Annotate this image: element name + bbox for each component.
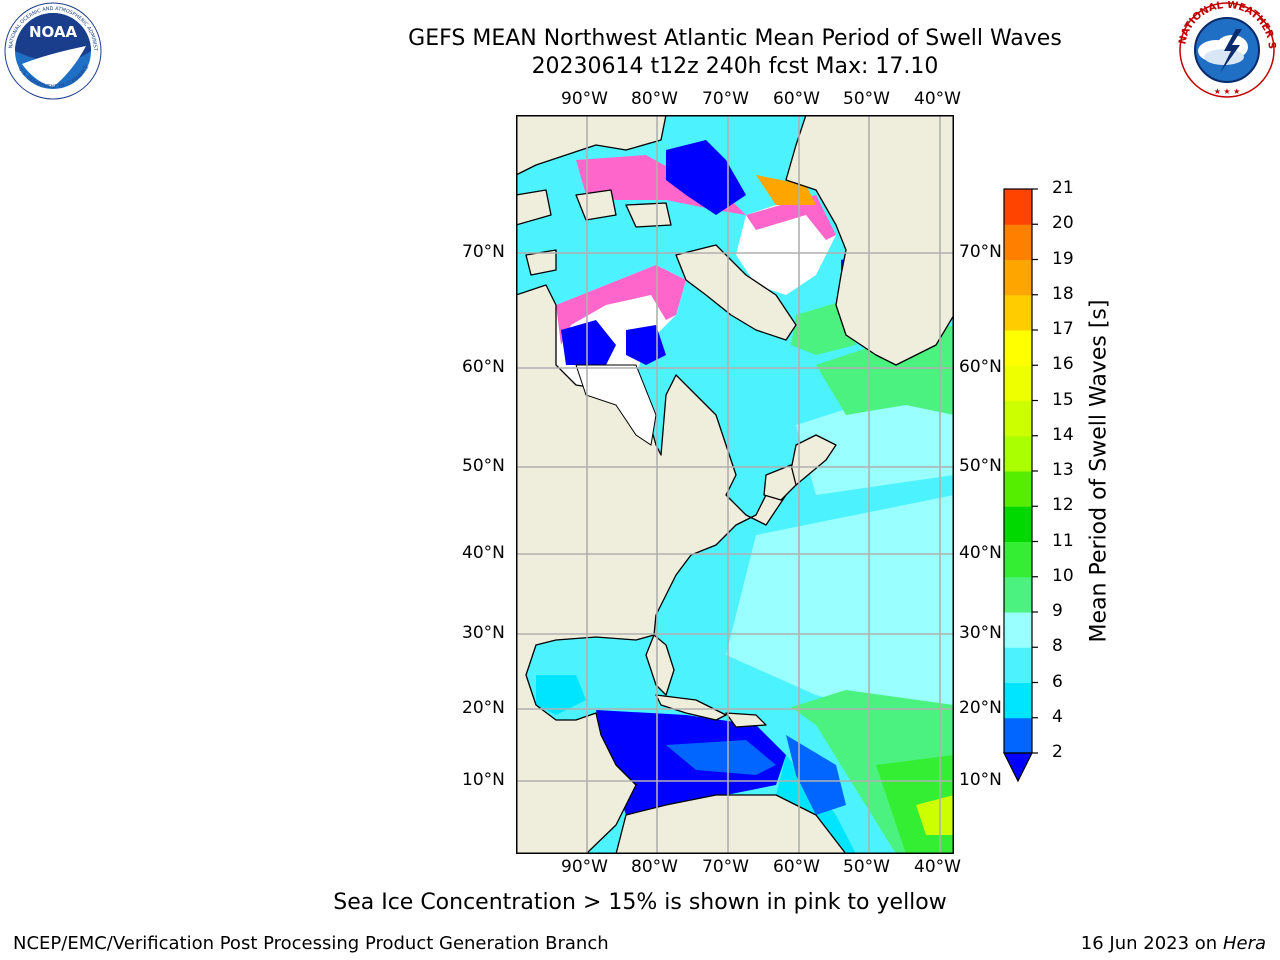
colorbar-segment <box>1004 294 1032 331</box>
colorbar-tick-label: 10 <box>1052 565 1074 586</box>
lat-label-right: 50°N <box>959 456 1002 476</box>
land-areas <box>516 115 954 854</box>
lat-label-left: 40°N <box>462 543 505 563</box>
colorbar-segment <box>1004 541 1032 578</box>
colorbar-segment <box>1004 330 1032 366</box>
colorbar-tick-label: 13 <box>1052 460 1074 480</box>
lon-label-top: 60°W <box>773 89 820 109</box>
colorbar-segment <box>1004 189 1032 225</box>
footer-credit: NCEP/EMC/Verification Post Processing Pr… <box>13 933 609 954</box>
lon-label-top: 70°W <box>702 89 749 109</box>
lon-label-bottom: 80°W <box>631 857 678 877</box>
lon-label-top: 50°W <box>843 89 890 109</box>
colorbar-tick-label: 8 <box>1052 636 1063 657</box>
colorbar-tick-label: 14 <box>1052 424 1074 445</box>
colorbar-segment <box>1004 506 1032 542</box>
lat-label-right: 60°N <box>959 357 1002 377</box>
colorbar-tick-label: 11 <box>1052 530 1074 551</box>
lat-label-left: 10°N <box>462 770 505 790</box>
footer-date: 16 Jun 2023 on Hera <box>1081 933 1266 954</box>
lon-label-bottom: 60°W <box>773 857 820 877</box>
lat-label-left: 70°N <box>462 242 505 262</box>
lat-label-left: 20°N <box>462 698 505 718</box>
colorbar-tick-label: 20 <box>1052 213 1074 234</box>
map-gridlines <box>516 115 954 854</box>
colorbar <box>1003 188 1038 783</box>
colorbar-tick-label: 19 <box>1052 248 1074 269</box>
colorbar-tick-label: 18 <box>1052 283 1074 304</box>
colorbar-segment <box>1004 400 1032 437</box>
lat-label-left: 30°N <box>462 623 505 643</box>
lat-label-right: 70°N <box>959 242 1002 262</box>
colorbar-tick-label: 15 <box>1052 389 1074 410</box>
colorbar-segment <box>1004 717 1032 754</box>
lat-label-right: 20°N <box>959 698 1002 718</box>
colorbar-tick-label: 4 <box>1052 706 1063 727</box>
lat-label-right: 30°N <box>959 623 1002 643</box>
sea-ice-note: Sea Ice Concentration > 15% is shown in … <box>333 890 947 915</box>
lon-label-top: 80°W <box>631 89 678 109</box>
chart-title: GEFS MEAN Northwest Atlantic Mean Period… <box>408 26 1062 51</box>
colorbar-label: Mean Period of Swell Waves [s] <box>1086 299 1112 643</box>
nws-logo-icon: NATIONAL WEATHER SERVICE ★ ★ ★ <box>1176 1 1277 98</box>
colorbar-tick-label: 6 <box>1052 671 1063 692</box>
lon-label-top: 90°W <box>561 89 608 109</box>
lon-label-top: 40°W <box>914 89 961 109</box>
colorbar-segment <box>1004 682 1032 719</box>
lon-label-bottom: 70°W <box>702 857 749 877</box>
lat-label-left: 60°N <box>462 357 505 377</box>
lat-label-right: 10°N <box>959 770 1002 790</box>
lon-label-bottom: 50°W <box>843 857 890 877</box>
colorbar-underflow <box>1003 752 1033 783</box>
svg-text:★ ★ ★: ★ ★ ★ <box>1214 87 1241 96</box>
colorbar-segment <box>1004 576 1032 613</box>
lon-label-bottom: 90°W <box>561 857 608 877</box>
footer-host: Hera <box>1222 933 1266 954</box>
footer-date-text: 16 Jun 2023 on <box>1080 933 1218 954</box>
lat-label-left: 50°N <box>462 456 505 476</box>
colorbar-segment <box>1004 612 1032 648</box>
noaa-logo-icon: NOAA NATIONAL OCEANIC AND ATMOSPHERIC AD… <box>2 2 102 100</box>
colorbar-segment <box>1004 365 1032 401</box>
colorbar-tick-label: 9 <box>1052 601 1063 621</box>
colorbar-tick-label: 12 <box>1052 495 1074 516</box>
colorbar-tick-label: 17 <box>1052 319 1074 339</box>
colorbar-segment <box>1004 471 1032 507</box>
colorbar-segment <box>1004 224 1032 260</box>
lon-label-bottom: 40°W <box>914 857 961 877</box>
colorbar-segment <box>1004 259 1032 296</box>
colorbar-tick-label: 16 <box>1052 354 1074 375</box>
colorbar-tick-label: 21 <box>1052 178 1074 198</box>
colorbar-tick-label: 2 <box>1052 742 1063 762</box>
colorbar-segment <box>1004 435 1032 472</box>
swell-period-map <box>516 115 954 854</box>
svg-text:NOAA: NOAA <box>29 23 78 41</box>
chart-subtitle: 20230614 t12z 240h fcst Max: 17.10 <box>531 54 939 79</box>
lat-label-right: 40°N <box>959 543 1002 563</box>
colorbar-segment <box>1004 647 1032 683</box>
